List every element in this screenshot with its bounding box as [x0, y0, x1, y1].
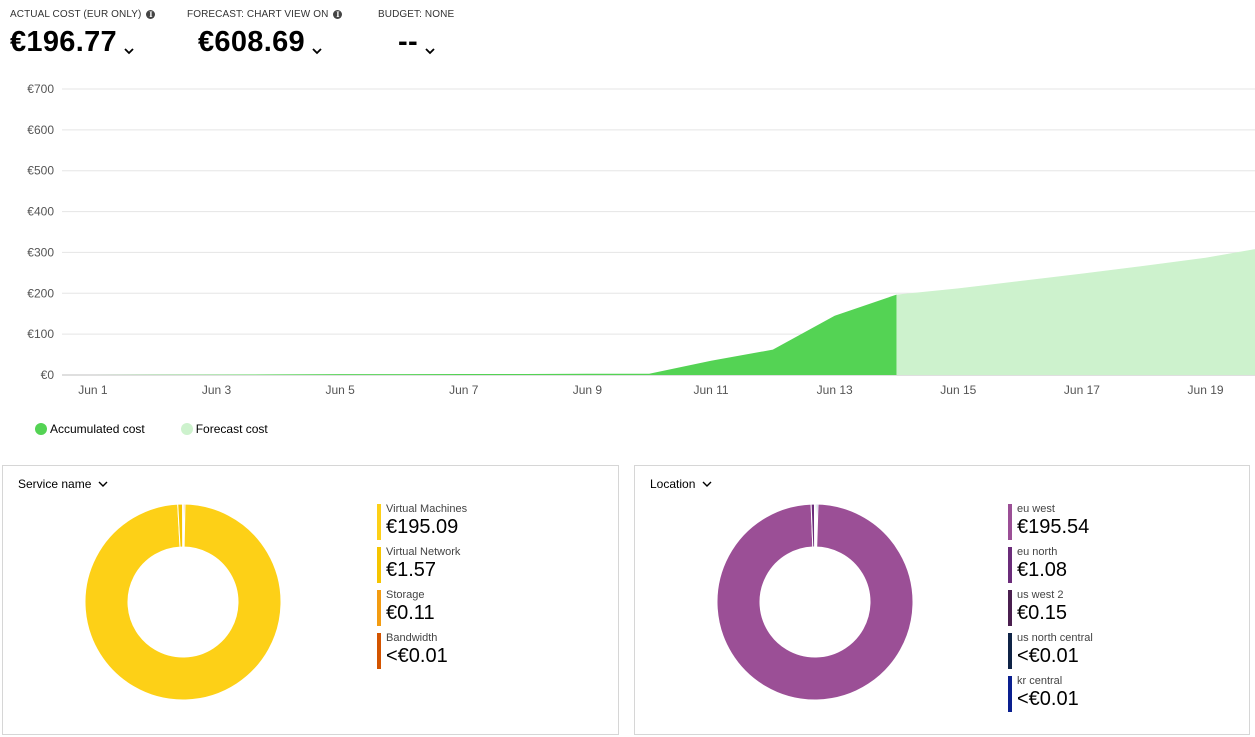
- series-area-forecast[interactable]: [896, 249, 1255, 375]
- kpi-budget-value-row[interactable]: --: [398, 26, 454, 59]
- kpi-actual-value-row[interactable]: €196.77: [10, 26, 155, 59]
- y-tick-label: €600: [27, 123, 54, 137]
- kpi-forecast-value-row[interactable]: €608.69: [198, 26, 342, 59]
- kpi-actual-cost: ACTUAL COST (EUR ONLY) i €196.77: [10, 9, 156, 59]
- breakdown-item-value: €0.11: [386, 602, 435, 624]
- kpi-forecast: FORECAST: CHART VIEW ON i €608.69: [187, 9, 343, 59]
- donut-slice-bandwidth[interactable]: [182, 503, 186, 548]
- location-breakdown-item[interactable]: us west 2 €0.15: [1008, 589, 1093, 626]
- location-panel-title: Location: [650, 477, 696, 491]
- location-breakdown-list: eu west €195.54 eu north €1.08 us west 2 €0.1…: [1008, 503, 1093, 718]
- service-panel-title: Service name: [18, 477, 92, 491]
- legend-item-accumulated[interactable]: Accumulated cost: [35, 422, 145, 436]
- x-tick-label: Jun 17: [1064, 383, 1100, 397]
- color-swatch: [1008, 547, 1012, 583]
- kpi-actual-label: ACTUAL COST (EUR ONLY): [10, 9, 142, 20]
- y-tick-label: €400: [27, 205, 54, 219]
- breakdown-item-label: Storage: [386, 589, 425, 601]
- breakdown-item-label: kr central: [1017, 675, 1063, 687]
- info-icon[interactable]: i: [146, 10, 156, 19]
- chart-legend: Accumulated cost Forecast cost: [35, 422, 268, 436]
- breakdown-item-value: <€0.01: [1017, 645, 1079, 667]
- chevron-down-icon[interactable]: [123, 45, 135, 57]
- service-breakdown-item[interactable]: Storage €0.11: [377, 589, 467, 626]
- location-breakdown-item[interactable]: us north central <€0.01: [1008, 632, 1093, 669]
- breakdown-item-label: us north central: [1017, 632, 1093, 644]
- color-swatch: [377, 547, 381, 583]
- location-dropdown[interactable]: Location: [650, 477, 713, 491]
- location-donut-chart[interactable]: [715, 502, 915, 702]
- breakdown-item-label: us west 2: [1017, 589, 1064, 601]
- color-swatch: [1008, 504, 1012, 540]
- cost-area-chart[interactable]: €0 €100 €200 €300 €400 €500 €600 €700 Jun 1 Jun 3…: [0, 75, 1255, 405]
- series-area-accumulated[interactable]: [92, 294, 897, 375]
- location-breakdown-item[interactable]: eu west €195.54: [1008, 503, 1093, 540]
- service-name-dropdown[interactable]: Service name: [18, 477, 109, 491]
- breakdown-item-label: eu west: [1017, 503, 1055, 515]
- service-breakdown-list: Virtual Machines €195.09 Virtual Network €1…: [377, 503, 467, 675]
- breakdown-item-value: €1.08: [1017, 559, 1068, 581]
- x-tick-label: Jun 13: [817, 383, 853, 397]
- color-swatch: [377, 633, 381, 669]
- breakdown-item-label: Virtual Network: [386, 546, 461, 558]
- donut-slice-virtual-machines[interactable]: [84, 503, 282, 701]
- legend-dot-forecast: [180, 423, 193, 435]
- kpi-budget-label: BUDGET: NONE: [378, 9, 455, 20]
- legend-label-accumulated: Accumulated cost: [50, 422, 145, 436]
- kpi-forecast-label: FORECAST: CHART VIEW ON: [187, 9, 329, 20]
- x-tick-label: Jun 9: [573, 383, 603, 397]
- x-tick-label: Jun 5: [325, 383, 355, 397]
- chevron-down-icon: [702, 481, 712, 487]
- x-tick-label: Jun 19: [1188, 383, 1224, 397]
- breakdown-item-value: €0.15: [1017, 602, 1068, 624]
- kpi-actual-value: €196.77: [10, 26, 117, 58]
- donut-slice-kr-central[interactable]: [815, 503, 819, 548]
- breakdown-item-label: Virtual Machines: [386, 503, 468, 515]
- chevron-down-icon: [98, 481, 108, 487]
- x-tick-label: Jun 11: [693, 383, 728, 397]
- breakdown-item-value: <€0.01: [1017, 688, 1079, 710]
- breakdown-item-value: <€0.01: [386, 645, 448, 667]
- legend-dot-accumulated: [35, 423, 47, 435]
- service-breakdown-panel: Service name Virtual Machines €195.09 Virt…: [2, 465, 619, 735]
- x-tick-label: Jun 7: [449, 383, 479, 397]
- breakdown-item-label: Bandwidth: [386, 632, 438, 644]
- color-swatch: [377, 590, 381, 626]
- x-tick-label: Jun 1: [78, 383, 108, 397]
- x-tick-label: Jun 3: [202, 383, 232, 397]
- legend-item-forecast[interactable]: Forecast cost: [180, 422, 268, 436]
- color-swatch: [377, 504, 381, 540]
- donut-slice-eu-west[interactable]: [716, 503, 914, 701]
- color-swatch: [1008, 633, 1012, 669]
- kpi-forecast-value: €608.69: [198, 26, 305, 58]
- location-breakdown-panel: Location eu west €195.54 eu north €1.08 us w…: [634, 465, 1250, 735]
- service-breakdown-item[interactable]: Virtual Network €1.57: [377, 546, 467, 583]
- x-tick-label: Jun 15: [940, 383, 976, 397]
- chevron-down-icon[interactable]: [311, 45, 323, 57]
- kpi-budget-value: --: [398, 26, 418, 58]
- y-tick-label: €100: [27, 327, 54, 341]
- y-tick-label: €300: [27, 245, 54, 259]
- y-tick-label: €500: [27, 164, 54, 178]
- breakdown-item-value: €195.09: [386, 516, 459, 538]
- color-swatch: [1008, 590, 1012, 626]
- info-icon[interactable]: i: [333, 10, 343, 19]
- color-swatch: [1008, 676, 1012, 712]
- y-tick-label: €0: [41, 368, 55, 382]
- service-breakdown-item[interactable]: Bandwidth <€0.01: [377, 632, 467, 669]
- kpi-budget: BUDGET: NONE --: [378, 9, 454, 59]
- y-tick-label: €700: [27, 82, 54, 96]
- location-breakdown-item[interactable]: kr central <€0.01: [1008, 675, 1093, 712]
- location-breakdown-item[interactable]: eu north €1.08: [1008, 546, 1093, 583]
- service-breakdown-item[interactable]: Virtual Machines €195.09: [377, 503, 467, 540]
- legend-label-forecast: Forecast cost: [195, 422, 268, 436]
- breakdown-item-value: €195.54: [1017, 516, 1090, 538]
- service-donut-chart[interactable]: [83, 502, 283, 702]
- chevron-down-icon[interactable]: [424, 45, 436, 57]
- y-tick-label: €200: [27, 286, 54, 300]
- breakdown-item-label: eu north: [1017, 546, 1058, 558]
- breakdown-item-value: €1.57: [386, 559, 437, 581]
